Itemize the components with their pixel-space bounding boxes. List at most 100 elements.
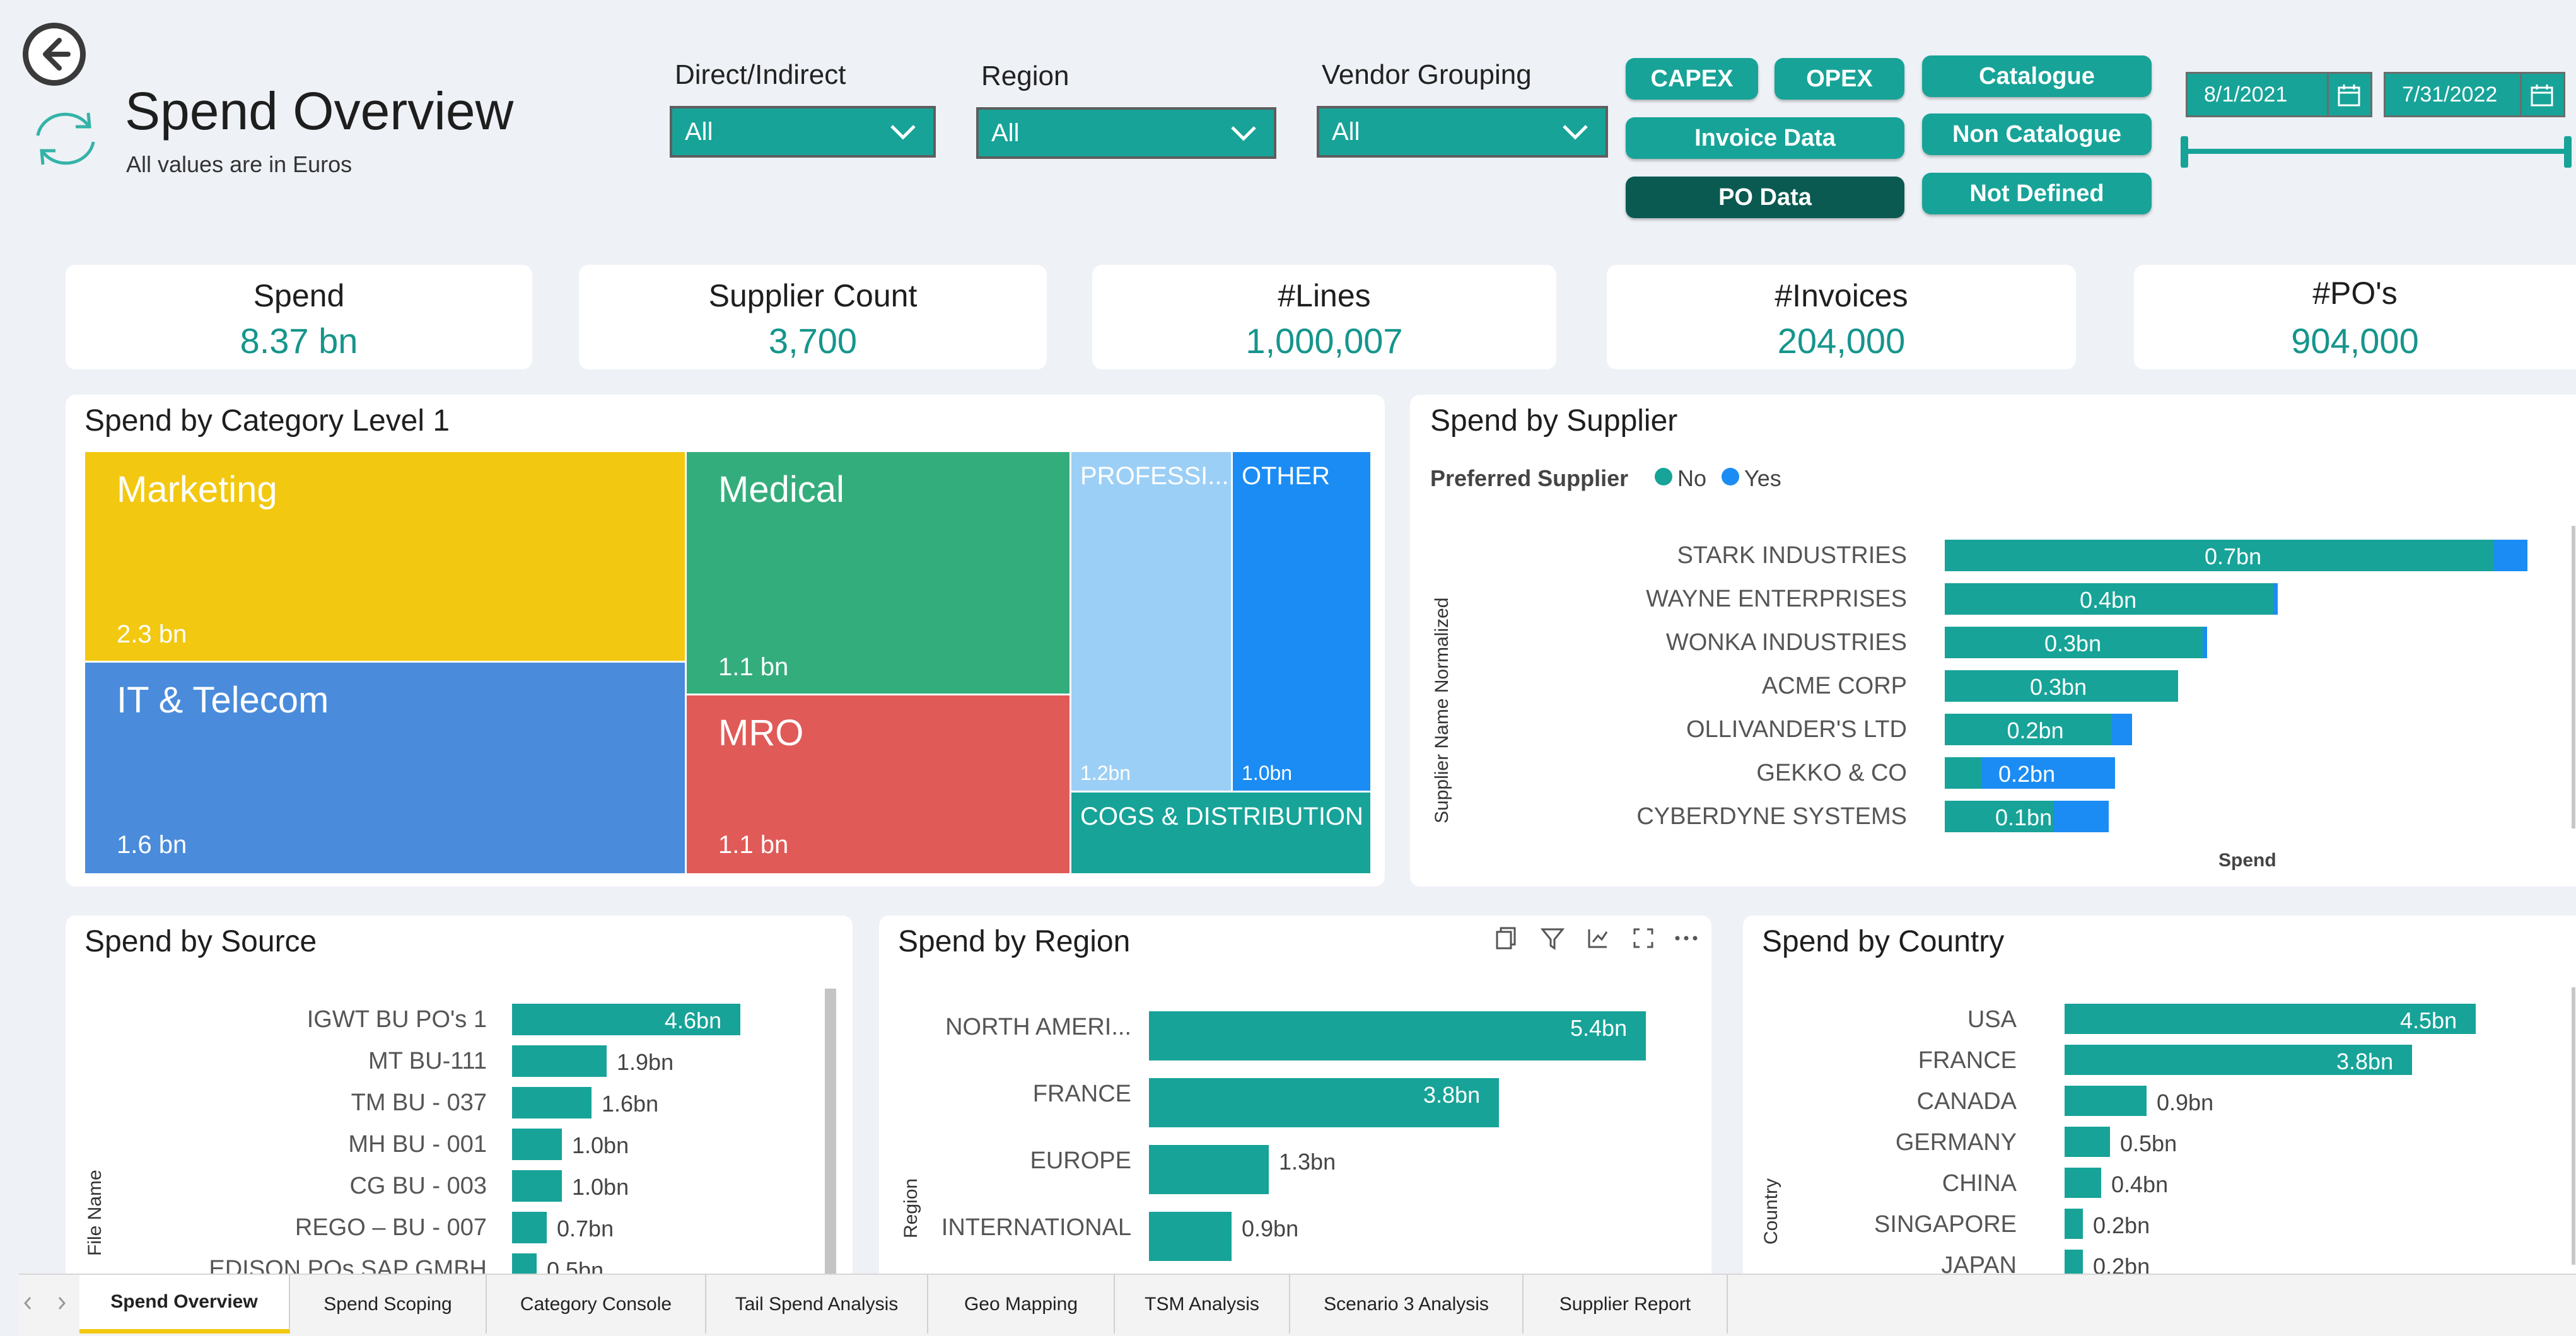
bar-category-label: SINGAPORE xyxy=(1874,1211,2017,1238)
region-dropdown[interactable]: All xyxy=(976,107,1276,159)
tab-geo-mapping[interactable]: Geo Mapping xyxy=(928,1275,1115,1333)
po-data-button[interactable]: PO Data xyxy=(1626,177,1904,218)
bar[interactable] xyxy=(512,1129,562,1160)
stacked-bar[interactable] xyxy=(1945,801,2109,832)
bar[interactable] xyxy=(512,1170,562,1202)
bar[interactable] xyxy=(2065,1045,2412,1075)
tab-tail-spend-analysis[interactable]: Tail Spend Analysis xyxy=(706,1275,928,1333)
bar[interactable] xyxy=(1149,1145,1269,1194)
end-date-picker[interactable] xyxy=(2520,72,2565,117)
non-catalogue-button[interactable]: Non Catalogue xyxy=(1922,113,2152,155)
bar-category-label: REGO – BU - 007 xyxy=(294,1214,487,1241)
bar-category-label: STARK INDUSTRIES xyxy=(1677,542,1907,569)
tab-spend-scoping[interactable]: Spend Scoping xyxy=(290,1275,487,1333)
date-slider-start-handle[interactable] xyxy=(2181,136,2188,168)
end-date-input[interactable]: 7/31/2022 xyxy=(2384,72,2530,117)
date-slider-track[interactable] xyxy=(2183,149,2569,154)
bar-category-label: WONKA INDUSTRIES xyxy=(1665,629,1907,656)
back-button[interactable] xyxy=(23,23,86,86)
bar-category-label: MT BU-111 xyxy=(368,1048,487,1074)
bar[interactable] xyxy=(2065,1209,2083,1239)
bar[interactable] xyxy=(2065,1086,2147,1116)
bar-data-label: 0.2bn xyxy=(1998,761,2056,787)
direct-indirect-dropdown[interactable]: All xyxy=(670,106,936,158)
tab-category-console[interactable]: Category Console xyxy=(487,1275,706,1333)
stacked-bar[interactable] xyxy=(1945,714,2132,745)
focus-mode-icon[interactable] xyxy=(1631,926,1656,951)
bar-segment-no xyxy=(1945,801,2053,832)
bar-category-label: FRANCE xyxy=(1032,1081,1131,1107)
kpi-value: 8.37 bn xyxy=(240,321,358,361)
bar[interactable] xyxy=(2065,1127,2110,1157)
refresh-icon[interactable] xyxy=(28,104,103,173)
tile-cogs-distribution[interactable]: COGS & DISTRIBUTION xyxy=(1069,791,1372,875)
copy-icon[interactable] xyxy=(1495,926,1520,951)
stacked-bar[interactable] xyxy=(1945,540,2527,571)
bar[interactable] xyxy=(2065,1004,2476,1034)
kpi-label: Supplier Count xyxy=(708,278,918,313)
bar[interactable] xyxy=(1149,1212,1232,1261)
bar-segment-no xyxy=(1945,670,2178,702)
chevron-down-icon xyxy=(1231,126,1256,141)
bar-data-label: 0.2bn xyxy=(2093,1212,2150,1238)
catalogue-button[interactable]: Catalogue xyxy=(1922,55,2152,97)
tab-tsm-analysis[interactable]: TSM Analysis xyxy=(1115,1275,1290,1333)
dropdown-value: All xyxy=(1332,117,1360,146)
kpi-card-supplier-count: Supplier Count 3,700 xyxy=(579,265,1047,369)
legend-label-yes: Yes xyxy=(1744,465,1781,491)
bar[interactable] xyxy=(1149,1011,1646,1060)
bar[interactable] xyxy=(512,1087,592,1118)
opex-button[interactable]: OPEX xyxy=(1775,58,1904,100)
vendor-grouping-dropdown[interactable]: All xyxy=(1317,106,1608,158)
more-options-icon[interactable] xyxy=(1672,926,1700,951)
tile-professional[interactable]: PROFESSI... 1.2bn xyxy=(1069,450,1235,794)
tile-medical[interactable]: Medical 1.1 bn xyxy=(685,450,1073,697)
start-date-value: 8/1/2021 xyxy=(2204,82,2288,107)
tile-other[interactable]: OTHER 1.0bn xyxy=(1231,450,1372,794)
bar-category-label: TM BU - 037 xyxy=(351,1089,487,1116)
bar[interactable] xyxy=(512,1045,607,1077)
stacked-bar[interactable] xyxy=(1945,670,2178,702)
filter-icon[interactable] xyxy=(1540,926,1565,951)
drill-icon[interactable] xyxy=(1585,926,1611,951)
tile-marketing[interactable]: Marketing 2.3 bn xyxy=(83,450,689,665)
invoice-data-button[interactable]: Invoice Data xyxy=(1626,117,1904,159)
not-defined-button[interactable]: Not Defined xyxy=(1922,173,2152,214)
scrollbar[interactable] xyxy=(2572,526,2575,828)
start-date-picker[interactable] xyxy=(2327,72,2372,117)
scrollbar[interactable] xyxy=(2572,987,2575,1265)
tile-mro[interactable]: MRO 1.1 bn xyxy=(685,694,1073,875)
kpi-card-invoices: #Invoices 204,000 xyxy=(1607,265,2076,369)
bar[interactable] xyxy=(512,1212,547,1243)
tab-spend-overview[interactable]: Spend Overview xyxy=(79,1275,290,1333)
capex-button[interactable]: CAPEX xyxy=(1626,58,1758,100)
tile-value: 1.1 bn xyxy=(718,831,789,859)
tile-value: 1.6 bn xyxy=(117,831,187,859)
bar-data-label: 1.0bn xyxy=(572,1132,629,1158)
page-title: Spend Overview xyxy=(125,81,514,141)
panel-title: Spend by Source xyxy=(85,925,317,958)
kpi-value: 204,000 xyxy=(1777,321,1906,361)
bar[interactable] xyxy=(2065,1168,2101,1198)
slicer-label-region: Region xyxy=(981,61,1069,91)
chevron-left-icon[interactable] xyxy=(20,1294,35,1313)
bar-data-label: 1.0bn xyxy=(572,1174,629,1200)
scrollbar[interactable] xyxy=(825,989,836,1280)
stacked-bar[interactable] xyxy=(1945,583,2278,615)
chevron-right-icon[interactable] xyxy=(54,1294,69,1313)
stacked-bar[interactable] xyxy=(1945,757,2115,789)
date-slider-end-handle[interactable] xyxy=(2564,136,2572,168)
start-date-input[interactable]: 8/1/2021 xyxy=(2186,72,2341,117)
bar-data-label: 4.5bn xyxy=(2400,1008,2457,1033)
chevron-down-icon xyxy=(890,125,916,140)
slicer-label-vendor-grouping: Vendor Grouping xyxy=(1322,59,1532,90)
bar[interactable] xyxy=(1149,1078,1499,1127)
tab-scenario-3-analysis[interactable]: Scenario 3 Analysis xyxy=(1290,1275,1524,1333)
bar[interactable] xyxy=(512,1004,740,1035)
dropdown-value: All xyxy=(991,119,1020,147)
tile-it-telecom[interactable]: IT & Telecom 1.6 bn xyxy=(83,661,689,875)
slicer-label-direct-indirect: Direct/Indirect xyxy=(675,59,846,90)
tab-supplier-report[interactable]: Supplier Report xyxy=(1524,1275,1728,1333)
stacked-bar[interactable] xyxy=(1945,627,2207,658)
panel-title: Spend by Region xyxy=(898,925,1131,958)
